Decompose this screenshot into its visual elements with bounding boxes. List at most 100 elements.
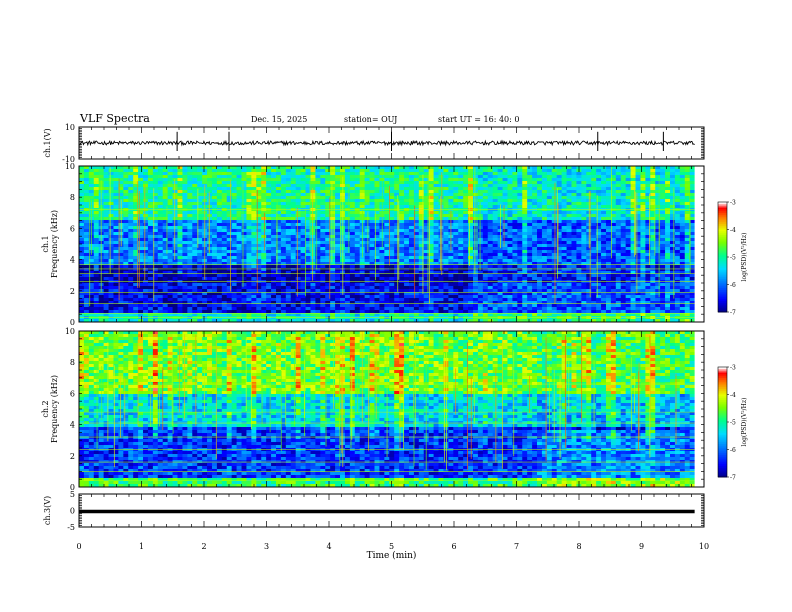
spectrogram-cell [335,184,341,188]
ch1-waveform-trace [78,131,695,151]
spectrogram-cell [79,196,85,200]
spectrogram-cell [310,214,316,218]
spectrogram-cell [83,220,90,224]
spectrogram-cell [522,166,528,170]
spectrogram-cell [443,295,449,299]
spectrogram-cell [448,277,454,281]
spectrogram-cell [261,205,267,209]
spectrogram-cell [507,193,513,197]
spectrogram-cell [374,259,380,263]
spectrogram-cell [389,256,395,260]
spectrogram-cell [216,232,223,236]
spectrogram-cell [138,313,144,317]
spectrogram-cell [285,268,292,272]
spectrogram-cell [285,235,292,239]
spectrogram-cell [231,286,237,290]
spectrogram-cell [128,166,134,170]
spectrogram-cell [354,295,361,299]
spectrogram-cell [413,178,420,182]
spectrogram-cell [128,205,134,209]
spectrogram-cell [98,316,105,320]
spectrogram-cell [399,301,405,305]
spectrogram-cell [162,190,169,194]
spectrogram-cell [458,232,464,236]
spectrogram-cell [162,316,169,320]
spectrogram-cell [143,262,149,266]
spectrogram-cell [438,217,444,221]
spectrogram-cell [344,316,351,320]
spectrogram-cell [320,172,326,176]
spectrogram-cell [492,289,499,293]
spectrogram-cell [256,187,262,191]
spectrogram-cell [335,175,341,179]
spectrogram-cell [236,247,242,251]
spectrogram-cell [295,247,302,251]
spectrogram-cell [325,277,331,281]
spectrogram-cell [133,226,139,230]
spectrogram-cell [177,181,183,185]
spectrogram-cell [133,232,139,236]
spectrogram-cell [354,283,361,287]
spectrogram-cell [527,244,533,248]
spectrogram-cell [428,250,435,254]
spectrogram-cell [88,310,95,314]
spectrogram-cell [453,313,459,317]
spectrogram-cell [443,289,449,293]
spectrogram-cell [207,190,213,194]
spectrogram-cell [93,238,100,242]
spectrogram-cell [271,214,277,218]
spectrogram-cell [468,166,474,170]
spectrogram-cell [246,238,252,242]
spectrogram-cell [477,274,484,278]
spectrogram-cell [320,169,326,173]
spectrogram-cell [152,220,159,224]
spectrogram-cell [266,166,272,170]
spectrogram-cell [216,289,223,293]
spectrogram-cell [123,172,129,176]
spectrogram-cell [113,304,119,308]
spectrogram-cell [147,172,154,176]
spectrogram-cell [458,181,464,185]
spectrogram-cell [98,178,105,182]
spectrogram-cell [216,202,223,206]
spectrogram-cell [384,235,390,239]
spectrogram-cell [167,265,173,269]
spectrogram-cell [482,283,489,287]
spectrogram-cell [231,166,237,170]
spectrogram-cell [310,298,316,302]
spectrogram-cell [152,292,159,296]
spectrogram-cell [532,319,538,323]
spectrogram-cell [290,307,297,311]
spectrogram-cell [290,211,297,215]
spectrogram-cell [93,175,100,179]
spectrogram-cell [330,193,336,197]
spectrogram-cell [285,295,292,299]
spectrogram-cell [487,241,494,245]
spectrogram-cell [315,217,321,221]
spectrogram-cell [93,214,100,218]
spectrogram-cell [374,166,380,170]
spectrogram-cell [290,247,297,251]
spectrogram-cell [83,310,90,314]
spectrogram-cell [497,250,503,254]
spectrogram-cell [497,247,503,251]
spectrogram-cell [88,265,95,269]
spectrogram-cell [354,232,361,236]
spectrogram-cell [344,271,351,275]
spectrogram-cell [79,205,85,209]
spectrogram-cell [532,253,538,257]
spectrogram-cell [330,181,336,185]
spectrogram-cell [221,175,228,179]
spectrogram-cell [443,217,449,221]
spectrogram-cell [413,184,420,188]
spectrogram-cell [226,193,233,197]
spectrogram-cell [167,220,173,224]
spectrogram-cell [172,256,178,260]
spectrogram-cell [482,217,489,221]
spectrogram-cell [448,319,454,323]
spectrogram-cell [487,247,494,251]
spectrogram-cell [463,202,469,206]
spectrogram-cell [384,199,390,203]
spectrogram-cell [202,181,208,185]
spectrogram-cell [221,283,228,287]
